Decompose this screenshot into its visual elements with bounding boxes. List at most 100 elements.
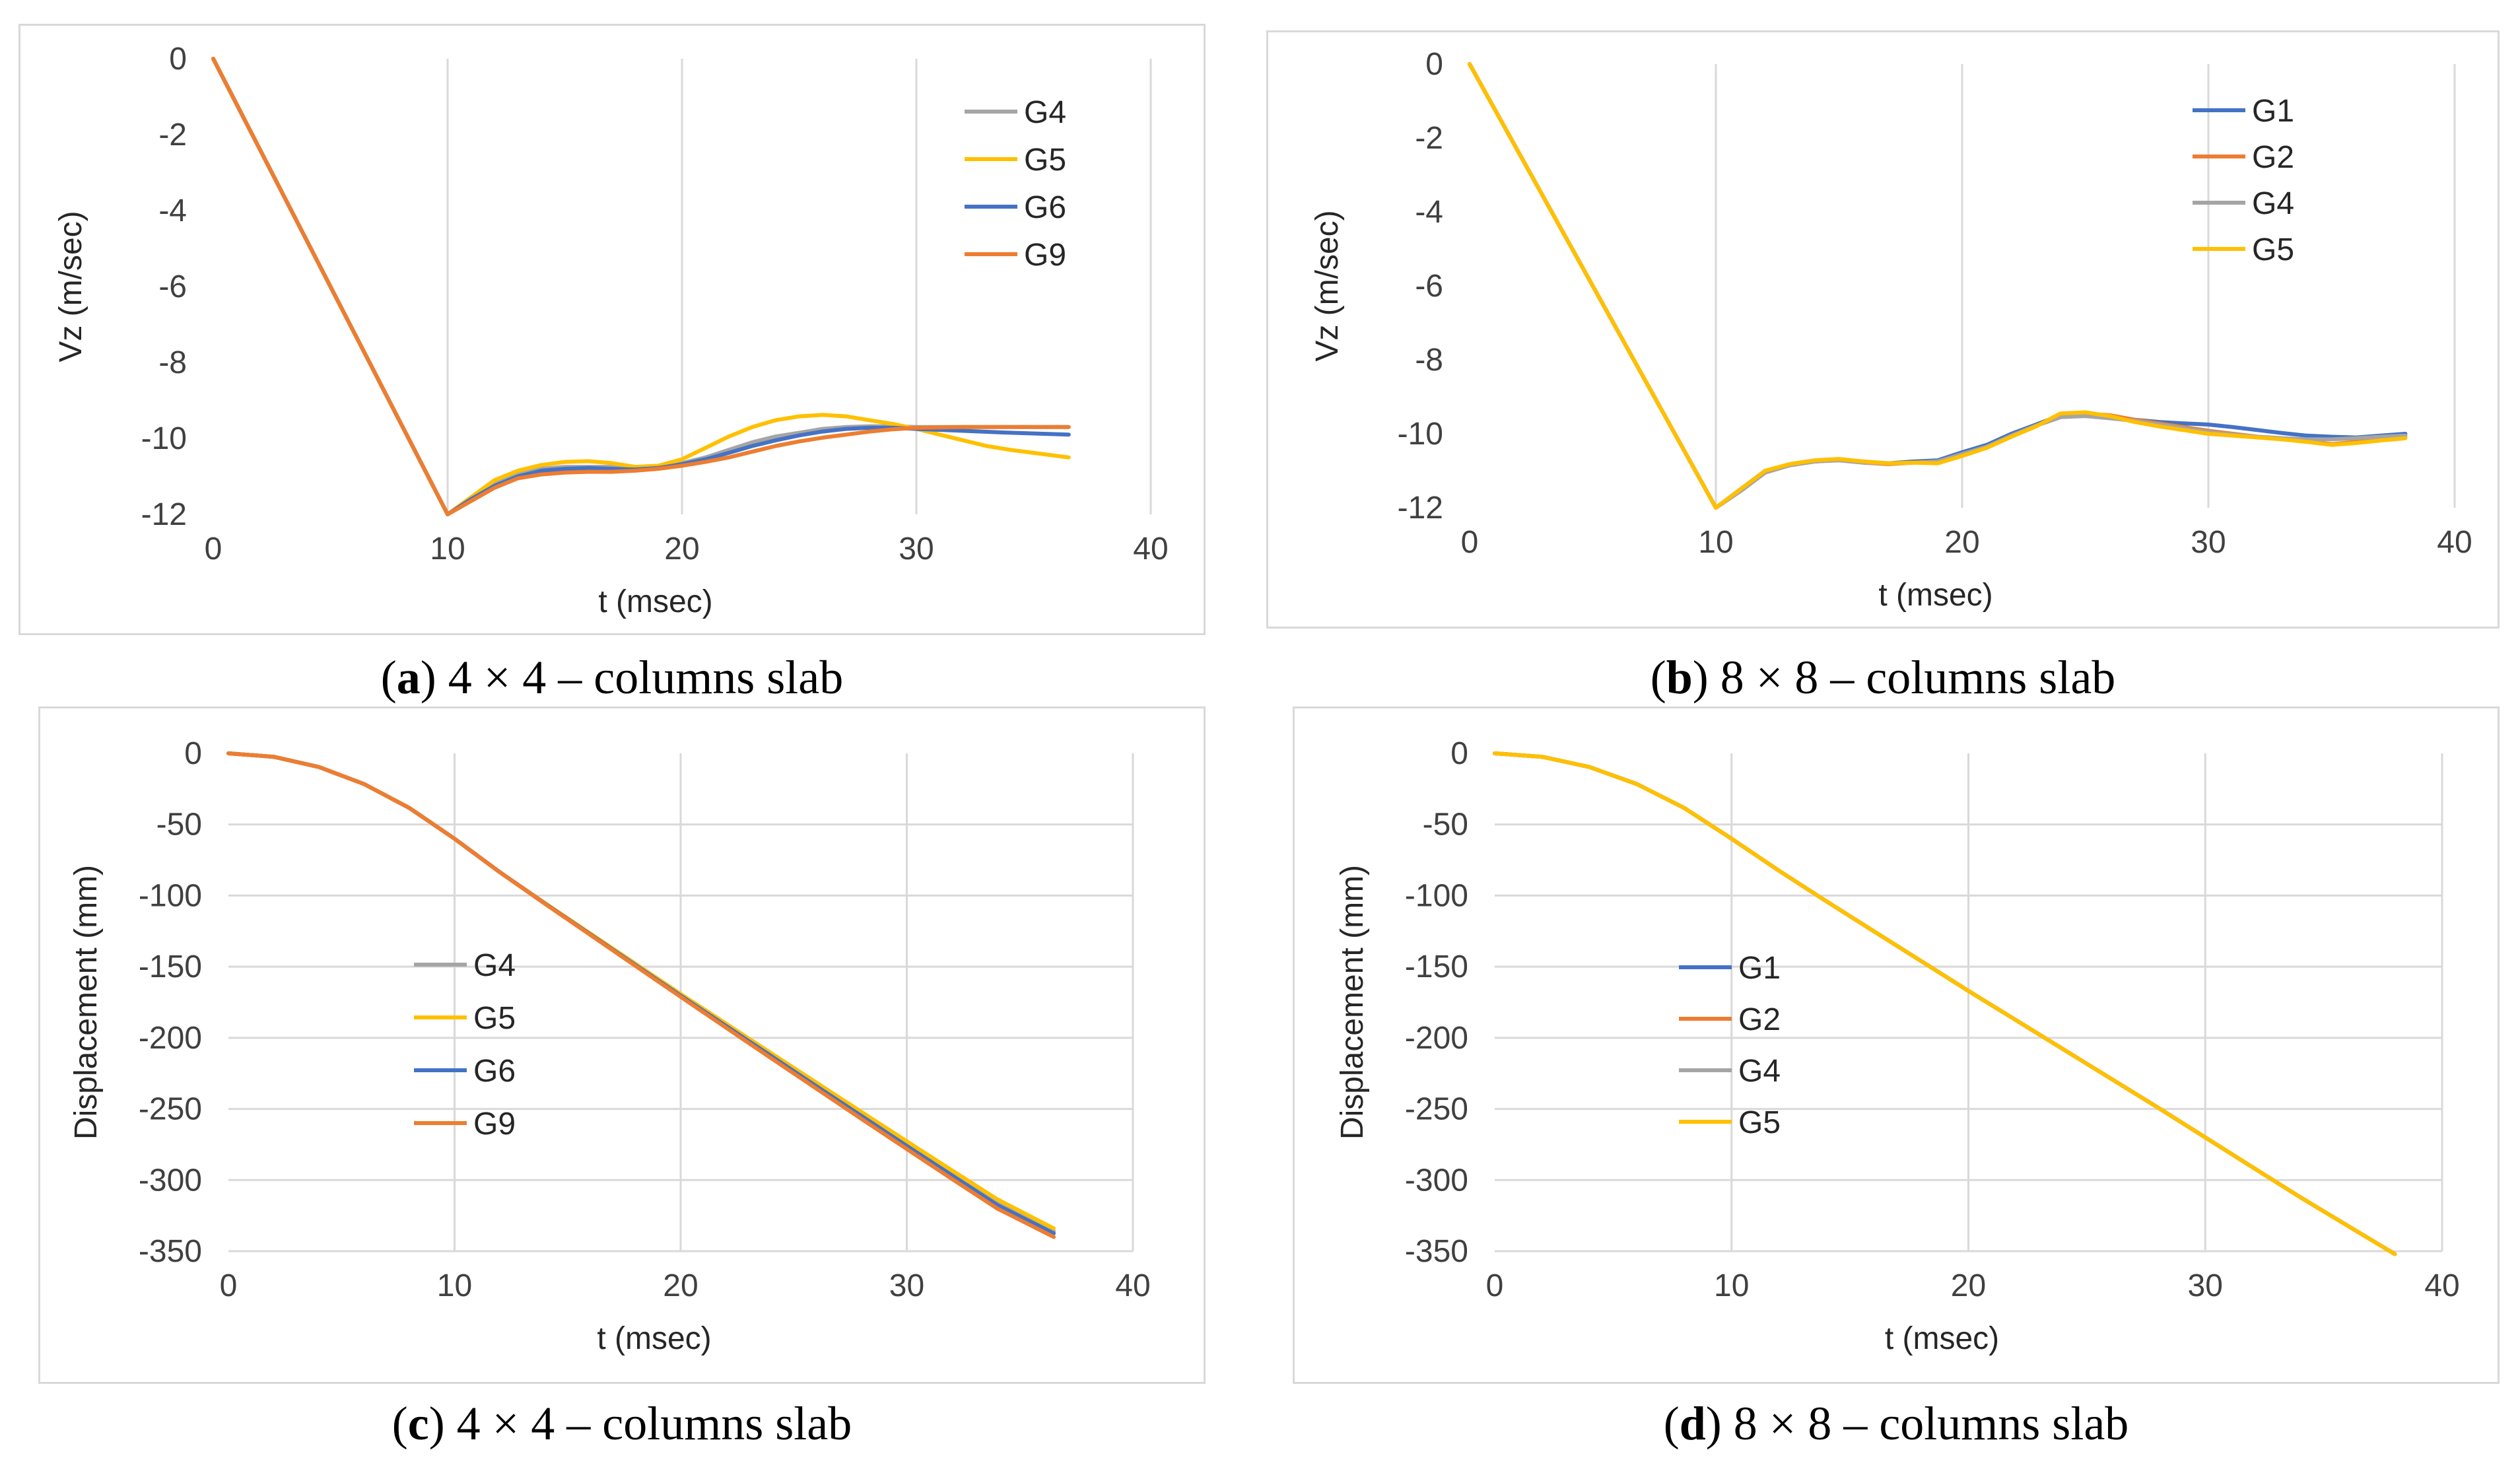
series-line-g5 (1468, 62, 2408, 510)
x-tick-label: 20 (664, 532, 699, 566)
caption-d: (d) 8 × 8 – columns slab (1663, 1397, 2129, 1450)
y-tick-label: -6 (158, 269, 187, 304)
caption-d-text: 8 × 8 – columns slab (1733, 1397, 2129, 1450)
x-tick-label: 0 (220, 1268, 238, 1303)
legend-label-g4: G4 (473, 948, 516, 983)
y-tick-label: -300 (139, 1163, 202, 1198)
y-tick-label: -250 (139, 1092, 202, 1127)
caption-c-letter: c (407, 1397, 429, 1450)
legend-label-g9: G9 (1024, 238, 1066, 273)
chart-d-svg: 0 10 20 30 40 0 -50 -100 -150 -200 -250 -300 -350 t (… (1335, 736, 2460, 1356)
series-line-g9 (211, 57, 1071, 516)
x-tick-label: 40 (2424, 1268, 2459, 1303)
y-tick-label: -4 (158, 193, 187, 228)
x-tick-label: 40 (2437, 525, 2472, 560)
x-tick-label: 40 (1115, 1268, 1150, 1303)
chart-a-svg: 0 10 20 30 40 0 -2 -4 -6 -8 -10 -12 t (msec) Vz (m/se… (53, 42, 1169, 619)
chart-b: 0 10 20 30 40 0 -2 -4 -6 -8 -10 -12 t (msec) Vz (m/se… (1266, 30, 2500, 629)
x-tick-label: 30 (899, 532, 934, 566)
y-tick-label: -50 (156, 807, 202, 842)
chart-a: 0 10 20 30 40 0 -2 -4 -6 -8 -10 -12 t (msec) Vz (m/se… (18, 24, 1206, 635)
y-tick-label: -200 (1405, 1021, 1468, 1056)
legend-label-g1: G1 (2252, 94, 2294, 129)
legend: G1 G2 G4 G5 (1679, 951, 1781, 1140)
y-tick-label: -10 (1398, 417, 1443, 452)
y-tick-label: -50 (1423, 807, 1468, 842)
x-tick-label: 30 (2191, 525, 2226, 560)
legend-label-g1: G1 (1738, 951, 1781, 986)
x-axis-title: t (msec) (597, 1321, 711, 1356)
y-tick-label: -6 (1415, 269, 1443, 304)
y-tick-label: -150 (1405, 949, 1468, 984)
x-tick-label: 10 (1714, 1268, 1749, 1303)
legend-label-g6: G6 (473, 1054, 516, 1089)
y-tick-label: -250 (1405, 1092, 1468, 1127)
caption-c-text: 4 × 4 – columns slab (456, 1397, 852, 1450)
gridlines (228, 753, 1134, 1252)
legend: G4 G5 G6 G9 (414, 948, 516, 1142)
x-tick-label: 30 (889, 1268, 924, 1303)
x-tick-label: 0 (1461, 525, 1479, 560)
y-tick-label: 0 (1450, 736, 1468, 771)
x-tick-label: 30 (2188, 1268, 2223, 1303)
gridlines (446, 59, 1152, 514)
caption-b-text: 8 × 8 – columns slab (1720, 651, 2116, 704)
caption-c: (c) 4 × 4 – columns slab (392, 1397, 852, 1450)
series-line-g5 (1493, 751, 2397, 1256)
x-tick-label: 10 (1698, 525, 1733, 560)
legend-label-g9: G9 (473, 1107, 516, 1142)
chart-b-svg: 0 10 20 30 40 0 -2 -4 -6 -8 -10 -12 t (msec) Vz (m/se… (1310, 47, 2472, 613)
legend-label-g5: G5 (473, 1001, 516, 1036)
x-tick-label: 0 (205, 532, 222, 566)
y-tick-label: -2 (158, 118, 187, 153)
y-tick-label: 0 (1425, 47, 1443, 82)
series-line-g4 (1468, 62, 2408, 510)
y-tick-label: -300 (1405, 1163, 1468, 1198)
y-tick-label: -10 (141, 421, 187, 456)
series-line-g4 (211, 57, 1071, 516)
legend-label-g4: G4 (2252, 186, 2294, 221)
legend-label-g6: G6 (1024, 190, 1066, 225)
y-tick-label: -200 (139, 1021, 202, 1056)
y-axis-title: Displacement (mm) (69, 865, 104, 1140)
y-tick-label: -12 (1398, 491, 1443, 526)
legend: G4 G5 G6 G9 (965, 95, 1066, 273)
chart-c: 0 10 20 30 40 0 -50 -100 -150 -200 -250 -300 -350 t (… (38, 706, 1206, 1384)
y-tick-label: -8 (158, 345, 187, 380)
legend-label-g4: G4 (1024, 95, 1066, 130)
x-tick-label: 40 (1133, 532, 1168, 566)
legend-label-g2: G2 (2252, 140, 2294, 175)
series-line-g5 (211, 57, 1071, 516)
y-tick-label: -8 (1415, 343, 1443, 378)
y-axis-title: Vz (m/sec) (53, 211, 88, 362)
y-tick-label: -100 (1405, 878, 1468, 913)
y-tick-label: 0 (169, 42, 187, 77)
x-tick-label: 10 (437, 1268, 472, 1303)
caption-a-letter: a (396, 651, 421, 704)
series-line-g1 (1493, 751, 2397, 1256)
legend-label-g5: G5 (1738, 1105, 1781, 1140)
y-tick-label: -4 (1415, 195, 1443, 230)
chart-c-svg: 0 10 20 30 40 0 -50 -100 -150 -200 -250 -300 -350 t (… (69, 736, 1151, 1356)
x-tick-label: 20 (1951, 1268, 1986, 1303)
x-tick-label: 20 (1944, 525, 1979, 560)
caption-a-text: 4 × 4 – columns slab (448, 651, 844, 704)
chart-d: 0 10 20 30 40 0 -50 -100 -150 -200 -250 -300 -350 t (… (1293, 706, 2500, 1384)
series-line-g1 (1468, 62, 2408, 510)
x-tick-label: 20 (663, 1268, 698, 1303)
y-tick-label: -350 (139, 1234, 202, 1269)
caption-b-letter: b (1666, 651, 1693, 704)
legend: G1 G2 G4 G5 (2193, 94, 2294, 267)
gridlines (1495, 753, 2443, 1252)
legend-label-g4: G4 (1738, 1054, 1781, 1089)
series-line-g9 (226, 751, 1056, 1239)
legend-label-g2: G2 (1738, 1002, 1781, 1037)
series-line-g6 (211, 57, 1071, 516)
series-line-g4 (1493, 751, 2397, 1256)
y-tick-label: -150 (139, 949, 202, 984)
y-tick-label: -350 (1405, 1234, 1468, 1269)
y-axis-title: Vz (m/sec) (1310, 210, 1345, 361)
legend-label-g5: G5 (2252, 232, 2294, 267)
x-axis-title: t (msec) (598, 584, 712, 619)
y-tick-label: 0 (184, 736, 202, 771)
